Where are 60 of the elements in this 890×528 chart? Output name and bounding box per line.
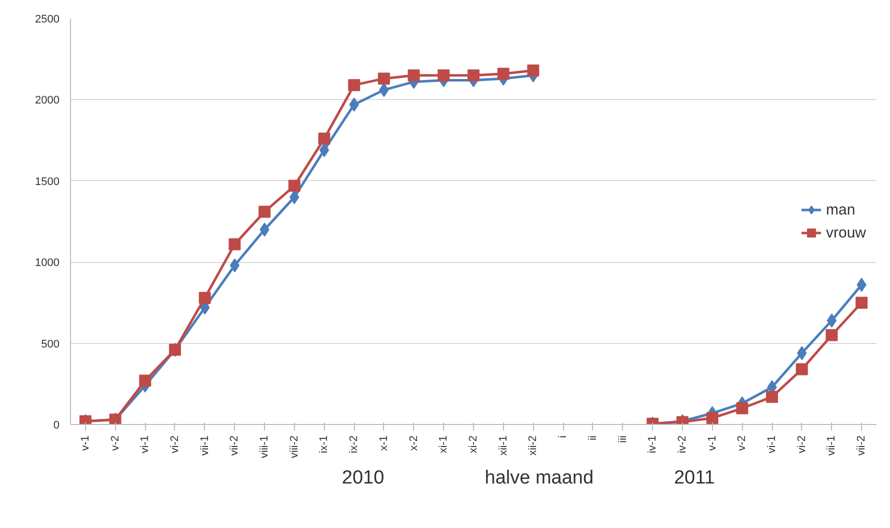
y-tick-label: 500 [41,338,60,350]
point [378,72,390,85]
point [348,79,360,92]
x-tick-label: vii-2 [228,435,241,456]
x-tick-label: v-1 [79,436,92,451]
point [139,374,152,387]
x-tick-label: x-1 [378,436,390,451]
legend-label: man [826,201,856,218]
point [856,296,868,309]
point [527,64,540,76]
text: 2011 [674,468,715,488]
x-tick-label: vii-1 [826,435,838,456]
x-tick-label: ii [586,435,599,440]
text: 2010 [342,468,384,488]
x-tick-label: xii-1 [497,435,510,456]
point [826,329,838,342]
point [796,363,808,376]
x-tick-label: viii-2 [288,435,300,458]
point [258,206,271,218]
point [198,292,211,304]
x-tick-label: v-2 [736,436,748,451]
point [706,412,718,424]
point [766,390,778,403]
y-tick-label: 1000 [35,257,60,270]
x-tick-label: x-2 [408,436,420,451]
point [497,68,510,80]
x-tick-label: iv-2 [676,435,688,454]
x-tick-label: vi-1 [139,435,152,454]
x-tick-label: xii-2 [527,435,540,456]
x-tick-label: i [557,435,570,438]
x-tick-label: vi-2 [796,435,808,454]
x-tick-label: vii-1 [198,435,211,456]
x-tick-label: viii-1 [258,435,271,458]
x-tick-label: xi-1 [438,435,450,454]
x-tick-label: vi-2 [168,435,181,454]
legend-label: vrouw [826,224,866,241]
x-tick-label: xi-2 [468,435,480,454]
x-tick-label: vii-2 [856,435,868,456]
point [468,69,480,82]
point [408,69,420,82]
x-tick-label: v-1 [706,436,718,451]
y-tick-label: 1500 [35,176,60,188]
x-tick-label: ix-2 [348,435,360,454]
point [318,132,330,145]
point [736,402,748,414]
point [288,180,300,192]
x-tick-label: v-2 [109,436,122,451]
y-tick-label: 2000 [35,94,60,107]
point [230,258,240,272]
y-tick-label: 2500 [35,14,60,26]
point [319,143,330,158]
point [438,69,450,82]
point [826,314,837,328]
x-tick-label: ix-1 [318,435,330,454]
x-tick-label: iv-1 [646,435,659,454]
x-tick-label: vi-1 [766,435,778,454]
y-tick-label: 0 [53,420,60,432]
point [228,238,241,250]
x-tick-label: iii [616,435,629,443]
x-axis-title: halve maand [484,468,594,488]
